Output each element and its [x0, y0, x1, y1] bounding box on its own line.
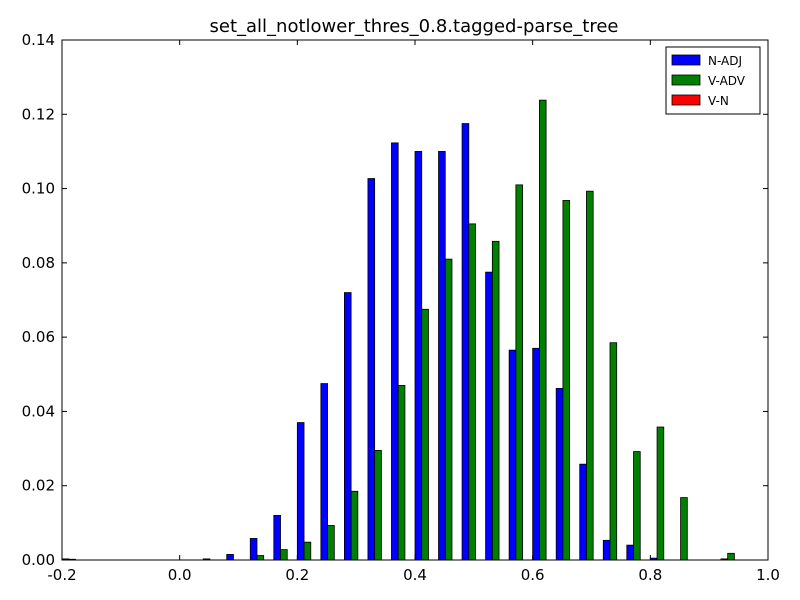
y-tick-label: 0.04 — [22, 402, 55, 420]
y-tick-label: 0.06 — [22, 328, 55, 346]
bar-n-adj — [580, 464, 587, 560]
bar-n-adj — [533, 348, 540, 560]
bar-n-adj — [368, 179, 375, 560]
x-tick-label: 0.0 — [168, 566, 192, 584]
legend-label: V-ADV — [708, 74, 746, 88]
bar-n-adj — [227, 554, 234, 560]
bar-n-adj — [486, 272, 493, 560]
y-tick-label: 0.10 — [22, 180, 55, 198]
bar-v-adv — [728, 553, 735, 560]
legend: N-ADJ V-ADV V-N — [666, 47, 760, 114]
bar-v-adv — [375, 450, 382, 560]
bar-n-adj — [274, 515, 281, 560]
y-tick-label: 0.12 — [22, 105, 55, 123]
y-tick-label: 0.14 — [22, 31, 55, 49]
bar-n-adj — [321, 384, 328, 560]
y-tick-label: 0.08 — [22, 254, 55, 272]
legend-swatch — [672, 75, 700, 85]
bar-v-adv — [610, 343, 617, 560]
y-tick-label: 0.02 — [22, 477, 55, 495]
bar-v-adv — [304, 542, 311, 560]
bar-n-adj — [462, 124, 469, 560]
bar-n-adj — [627, 545, 634, 560]
bar-v-adv — [634, 452, 641, 560]
bar-n-adj — [556, 388, 563, 560]
bar-v-adv — [586, 191, 593, 560]
legend-swatch — [672, 95, 700, 105]
bar-v-adv — [257, 556, 264, 560]
legend-label: V-N — [708, 94, 729, 108]
chart-title: set_all_notlower_thres_0.8.tagged-parse_… — [210, 16, 619, 37]
bar-v-adv — [398, 385, 405, 560]
bar-v-adv — [469, 224, 476, 560]
legend-label: N-ADJ — [708, 54, 742, 68]
legend-swatch — [672, 55, 700, 65]
x-tick-label: 1.0 — [756, 566, 780, 584]
bar-n-adj — [509, 350, 516, 560]
bar-v-adv — [281, 550, 288, 560]
bar-n-adj — [344, 293, 351, 560]
bar-v-adv — [445, 259, 452, 560]
bars-layer — [62, 100, 734, 560]
y-tick-label: 0.00 — [22, 551, 55, 569]
bar-n-adj — [391, 143, 398, 560]
bar-n-adj — [415, 151, 422, 560]
bar-v-adv — [492, 241, 499, 560]
bar-n-adj — [250, 538, 257, 560]
bar-v-adv — [516, 185, 523, 560]
bar-n-adj — [603, 540, 610, 560]
bar-v-adv — [681, 498, 688, 560]
bar-v-adv — [351, 491, 358, 560]
x-tick-label: 0.2 — [285, 566, 309, 584]
bar-v-adv — [563, 200, 570, 560]
bar-v-adv — [328, 525, 335, 560]
bar-v-adv — [657, 427, 664, 560]
bar-v-adv — [539, 100, 546, 560]
x-tick-label: 0.8 — [638, 566, 662, 584]
bar-n-adj — [439, 151, 446, 560]
bar-v-adv — [422, 309, 429, 560]
x-tick-label: 0.6 — [521, 566, 545, 584]
bar-n-adj — [297, 423, 304, 560]
x-tick-label: 0.4 — [403, 566, 427, 584]
